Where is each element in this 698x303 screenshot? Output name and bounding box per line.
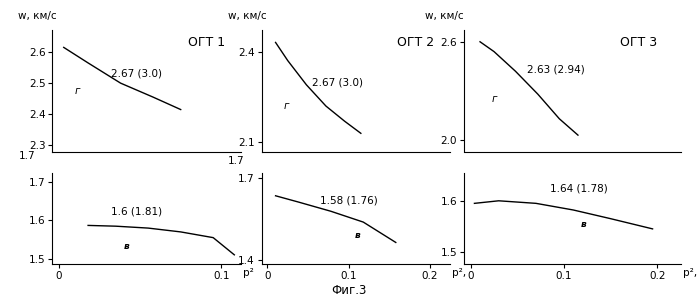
Text: p²: p²: [243, 268, 253, 278]
Text: 1.7: 1.7: [18, 151, 35, 161]
Text: p², с²/км²: p², с²/км²: [683, 268, 698, 278]
Text: Фиг.3: Фиг.3: [332, 284, 366, 297]
Text: ОГТ 1: ОГТ 1: [188, 36, 225, 49]
Text: в: в: [581, 220, 586, 229]
Text: г: г: [283, 101, 289, 111]
Text: w, км/с: w, км/с: [425, 11, 464, 21]
Text: г: г: [75, 86, 80, 96]
Text: в: в: [355, 231, 361, 240]
Text: 1.64 (1.78): 1.64 (1.78): [550, 184, 608, 194]
Text: 2.63 (2.94): 2.63 (2.94): [527, 65, 584, 75]
Text: ОГТ 3: ОГТ 3: [620, 36, 657, 49]
Text: 2.67 (3.0): 2.67 (3.0): [111, 68, 162, 78]
Text: ОГТ 2: ОГТ 2: [397, 36, 435, 49]
Text: 2.67 (3.0): 2.67 (3.0): [312, 78, 363, 88]
Text: г: г: [491, 94, 497, 104]
Text: 1.7: 1.7: [228, 156, 244, 166]
Text: 1.6 (1.81): 1.6 (1.81): [111, 207, 162, 217]
Text: w, км/с: w, км/с: [18, 11, 57, 21]
Text: p²,: p²,: [452, 268, 466, 278]
Text: 1.58 (1.76): 1.58 (1.76): [320, 195, 378, 205]
Text: w, км/с: w, км/с: [228, 11, 267, 21]
Text: в: в: [124, 242, 130, 251]
